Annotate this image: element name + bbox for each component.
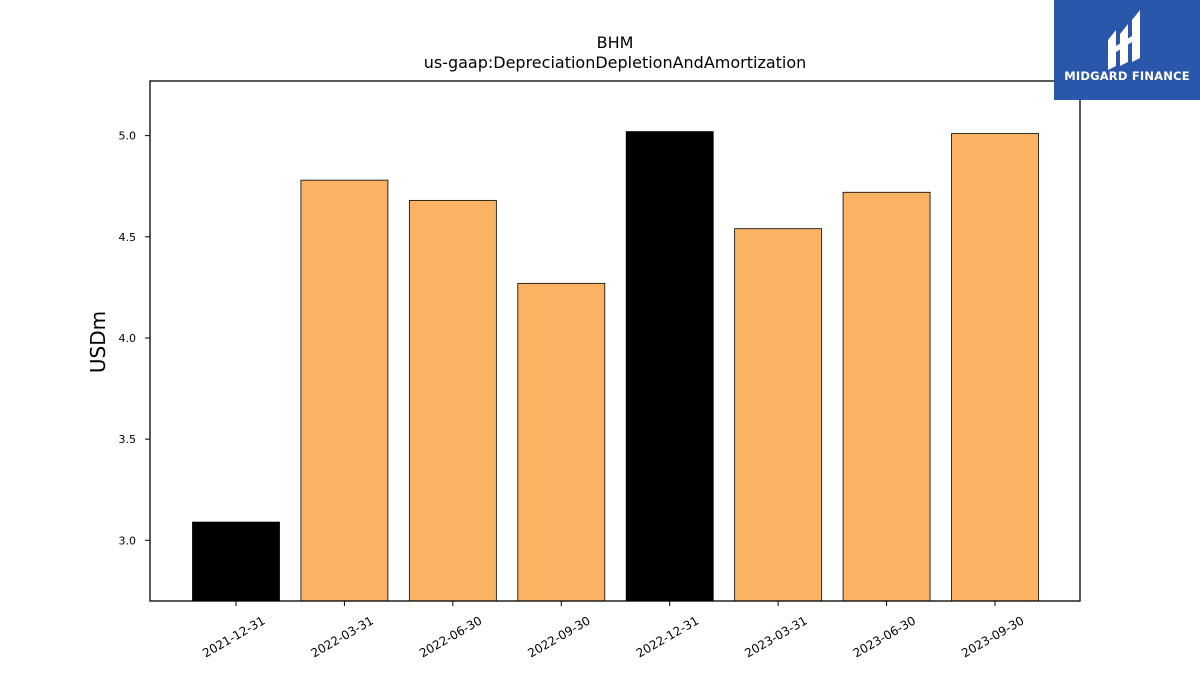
x-tick-label: 2022-06-30	[417, 613, 484, 660]
bar-2021-12-31	[192, 521, 280, 602]
chart-subtitle: us-gaap:DepreciationDepletionAndAmortiza…	[424, 53, 807, 72]
x-tick-label: 2021-12-31	[200, 613, 267, 660]
brand-logo: MIDGARD FINANCE	[1054, 0, 1200, 100]
x-tick-label: 2022-03-31	[309, 613, 376, 660]
bar-2022-06-30	[408, 199, 497, 602]
y-tick-label: 3.5	[119, 433, 137, 446]
bars-group	[192, 131, 1039, 602]
y-tick-label: 3.0	[119, 534, 137, 547]
x-tick-label: 2023-09-30	[959, 613, 1026, 660]
x-tick-label: 2023-06-30	[851, 613, 918, 660]
y-tick-label: 4.5	[119, 231, 137, 244]
brand-name: MIDGARD FINANCE	[1064, 69, 1190, 83]
chart-title: BHM	[597, 33, 634, 52]
bar-2023-03-31	[734, 228, 823, 602]
y-tick-label: 5.0	[119, 130, 137, 143]
bar-2022-03-31	[300, 179, 389, 602]
plot-frame	[149, 80, 1081, 602]
bar-2022-12-31	[625, 131, 714, 602]
y-axis: 3.0 3.5 4.0 4.5 5.0	[119, 130, 150, 547]
midgard-logo-icon	[1054, 0, 1200, 100]
bar-2022-09-30	[517, 282, 606, 602]
x-tick-label: 2022-12-31	[634, 613, 701, 660]
bar-2023-06-30	[842, 191, 931, 602]
y-axis-label: USDm	[86, 311, 110, 373]
x-axis: 2021-12-31 2022-03-31 2022-06-30 2022-09-30…	[200, 601, 1027, 660]
y-tick-label: 4.0	[119, 332, 137, 345]
bar-2023-09-30	[951, 133, 1039, 602]
x-tick-label: 2022-09-30	[525, 613, 592, 660]
x-tick-label: 2023-03-31	[742, 613, 809, 660]
